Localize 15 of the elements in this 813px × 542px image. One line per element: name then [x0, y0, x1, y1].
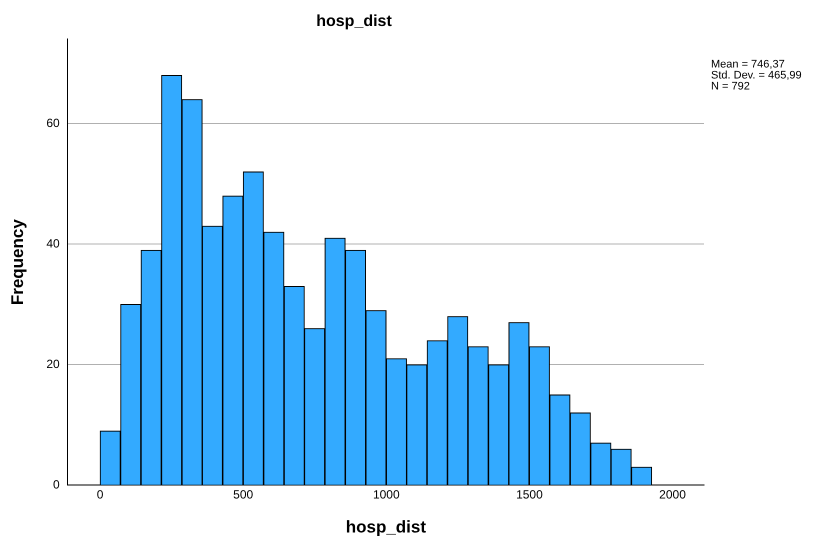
y-tick-label: 40 [46, 236, 60, 250]
y-axis-title: Frequency [8, 218, 27, 306]
x-tick-label: 500 [233, 488, 254, 502]
text: N = 792 [711, 80, 750, 93]
y-tick-label: 0 [53, 478, 60, 492]
y-tick-label: 20 [46, 356, 60, 371]
y-tick-label: 60 [46, 116, 60, 130]
x-tick-label: 0 [96, 488, 104, 502]
text: Std. Dev. = 465,99 [711, 70, 802, 82]
x-tick-label: 2000 [659, 488, 686, 502]
text: Mean = 746,37 [711, 58, 785, 71]
x-tick-label: 1500 [516, 488, 544, 502]
chart-title: hosp_dist [316, 13, 392, 30]
x-tick-label: 1000 [372, 488, 400, 502]
x-axis-title: hosp_dist [346, 517, 426, 536]
